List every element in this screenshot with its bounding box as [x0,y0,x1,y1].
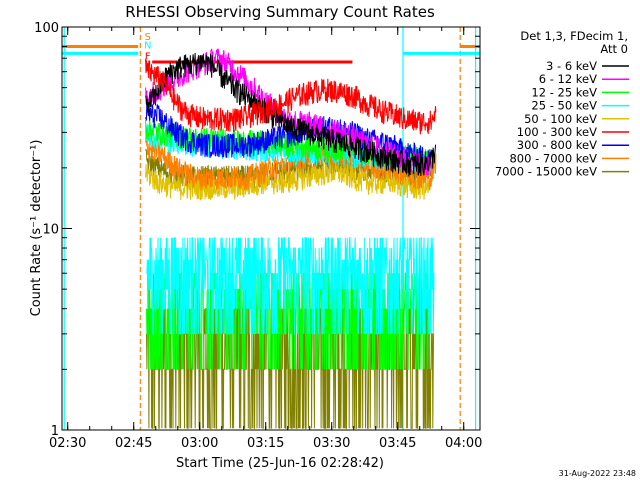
series-line-7 [145,135,437,191]
legend-label-1: 6 - 12 keV [539,72,597,86]
axes: 02:30 02:45 03:00 03:15 03:30 03:45 04:00 1 10 10… [34,21,482,451]
legend-header-1: Att 0 [600,42,628,56]
plot-area: SNF [62,27,480,430]
x-tick-label-1: 02:45 [115,436,152,451]
legend-label-6: 300 - 800 keV [517,138,597,152]
legend-label-7: 800 - 7000 keV [509,151,597,165]
x-tick-label-6: 04:00 [445,436,482,451]
marker-label-n: N [144,41,151,52]
x-tick-label-4: 03:30 [313,436,350,451]
y-axis-label: Count Rate (s⁻¹ detector⁻¹) [29,140,44,317]
legend-label-8: 7000 - 15000 keV [495,165,597,179]
background-band-2 [146,237,435,335]
y-tick-label-0: 1 [51,424,59,439]
x-axis-label: Start Time (25-Jun-16 02:28:42) [176,456,384,471]
chart-title: RHESSI Observing Summary Count Rates [125,3,435,21]
marker-label-s: S [145,32,151,43]
legend-label-4: 50 - 100 keV [524,112,597,126]
x-tick-label-0: 02:30 [49,436,86,451]
y-tick-label-1: 10 [42,223,59,238]
y-tick-label-2: 100 [34,21,59,36]
legend-label-5: 100 - 300 keV [517,125,597,139]
legend-header-0: Det 1,3, FDecim 1, [520,29,628,43]
legend-label-2: 12 - 25 keV [531,85,597,99]
legend-label-3: 25 - 50 keV [531,99,597,113]
x-tick-label-2: 03:00 [181,436,218,451]
footer-date: 31-Aug-2022 23:48 [559,469,636,478]
x-tick-label-3: 03:15 [247,436,284,451]
series-line-5 [145,58,437,135]
marker-label-f: F [145,51,151,62]
series-line-0 [145,52,437,177]
legend-label-0: 3 - 6 keV [546,59,597,73]
x-tick-label-5: 03:45 [379,436,416,451]
